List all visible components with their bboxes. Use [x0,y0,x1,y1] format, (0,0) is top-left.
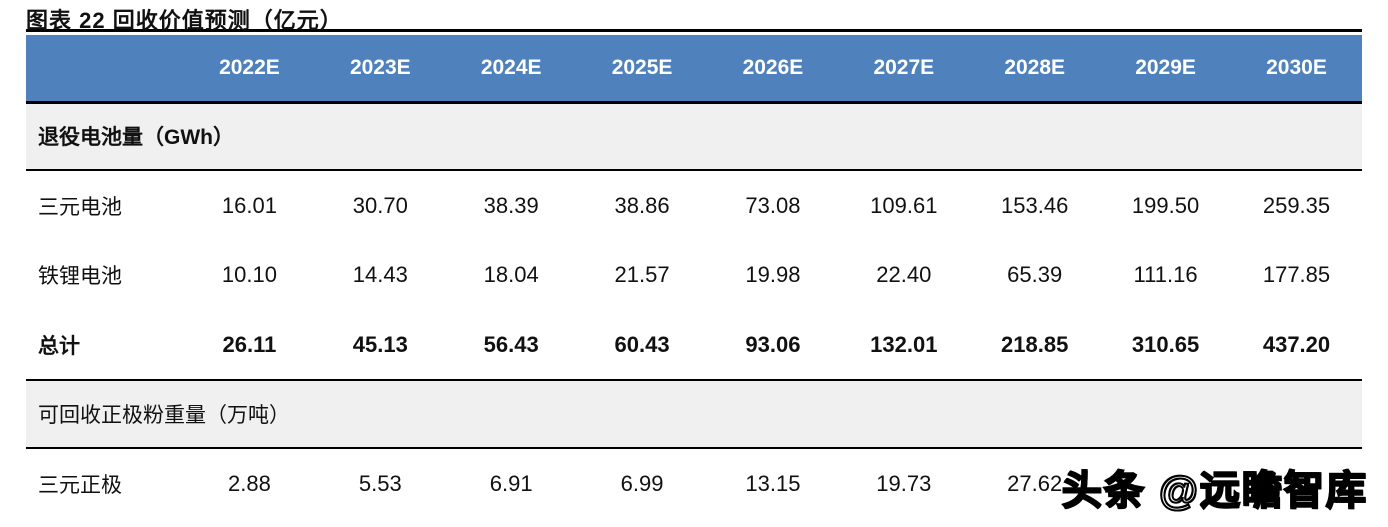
cell-value: 56.43 [445,310,577,381]
cell-value: 60.43 [576,310,708,381]
column-header-2028e: 2028E [969,35,1101,104]
cell-value: 73.08 [707,170,839,240]
cell-value: 14.43 [314,240,446,310]
section-header-label: 退役电池量（GWh） [26,102,1362,171]
section-header-cathode-powder: 可回收正极粉重量（万吨） [26,380,1362,449]
cell-value: 38.86 [576,170,708,240]
row-label: 三元电池 [26,170,184,240]
column-header-2027e: 2027E [838,35,970,104]
cell-value: 6.99 [576,448,708,518]
cell-value: 132.01 [838,310,970,381]
cell-value: 10.10 [184,240,315,310]
cell-value: 218.85 [969,310,1101,381]
cell-value: 13.15 [707,448,839,518]
cell-value: 2.88 [184,448,315,518]
column-header-blank [26,35,184,104]
table-row-ternary-cathode: 三元正极 2.88 5.53 6.91 6.99 13.15 19.73 27.… [26,448,1362,518]
cell-value: 111.16 [1100,240,1231,310]
cell-value: 18.04 [445,240,577,310]
cell-value: 6.91 [445,448,577,518]
column-header-2023e: 2023E [314,35,446,104]
cell-value: 22.40 [838,240,970,310]
section-header-label: 可回收正极粉重量（万吨） [26,380,1362,449]
section-header-retired-battery: 退役电池量（GWh） [26,102,1362,171]
cell-value: 21.57 [576,240,708,310]
page-title: 图表 22 回收价值预测（亿元） [26,0,1362,33]
watermark: 头条 @远瞻智库 [1061,468,1368,514]
cell-value: 177.85 [1231,240,1362,310]
cell-value: 16.01 [184,170,315,240]
cell-value: 259.35 [1231,170,1362,240]
column-header-2022e: 2022E [184,35,315,104]
cell-value: 19.73 [838,448,970,518]
cell-value: 310.65 [1100,310,1231,381]
column-header-2029e: 2029E [1100,35,1231,104]
row-label: 三元正极 [26,448,184,518]
cell-value: 19.98 [707,240,839,310]
cell-value: 45.13 [314,310,446,381]
column-header-2024e: 2024E [445,35,577,104]
cell-value: 27.62 [969,448,1101,518]
cell-value [1100,448,1231,518]
forecast-table: 2022E 2023E 2024E 2025E 2026E 2027E 2028… [26,35,1362,518]
cell-value: 38.39 [445,170,577,240]
row-label: 铁锂电池 [26,240,184,310]
column-header-2030e: 2030E [1231,35,1362,104]
header-row: 2022E 2023E 2024E 2025E 2026E 2027E 2028… [26,35,1362,104]
table-row-ternary-battery: 三元电池 16.01 30.70 38.39 38.86 73.08 109.6… [26,170,1362,240]
cell-value: 5.53 [314,448,446,518]
cell-value: 26.11 [184,310,315,381]
cell-value: 153.46 [969,170,1101,240]
cell-value: 30.70 [314,170,446,240]
table-row-lfp-battery: 铁锂电池 10.10 14.43 18.04 21.57 19.98 22.40… [26,240,1362,310]
column-header-2025e: 2025E [576,35,708,104]
cell-value: 199.50 [1100,170,1231,240]
column-header-2026e: 2026E [707,35,839,104]
cell-value: 93.06 [707,310,839,381]
cell-value [1231,448,1362,518]
cell-value: 65.39 [969,240,1101,310]
table-row-total: 总计 26.11 45.13 56.43 60.43 93.06 132.01 … [26,310,1362,381]
cell-value: 109.61 [838,170,970,240]
row-label: 总计 [26,310,184,381]
cell-value: 437.20 [1231,310,1362,381]
